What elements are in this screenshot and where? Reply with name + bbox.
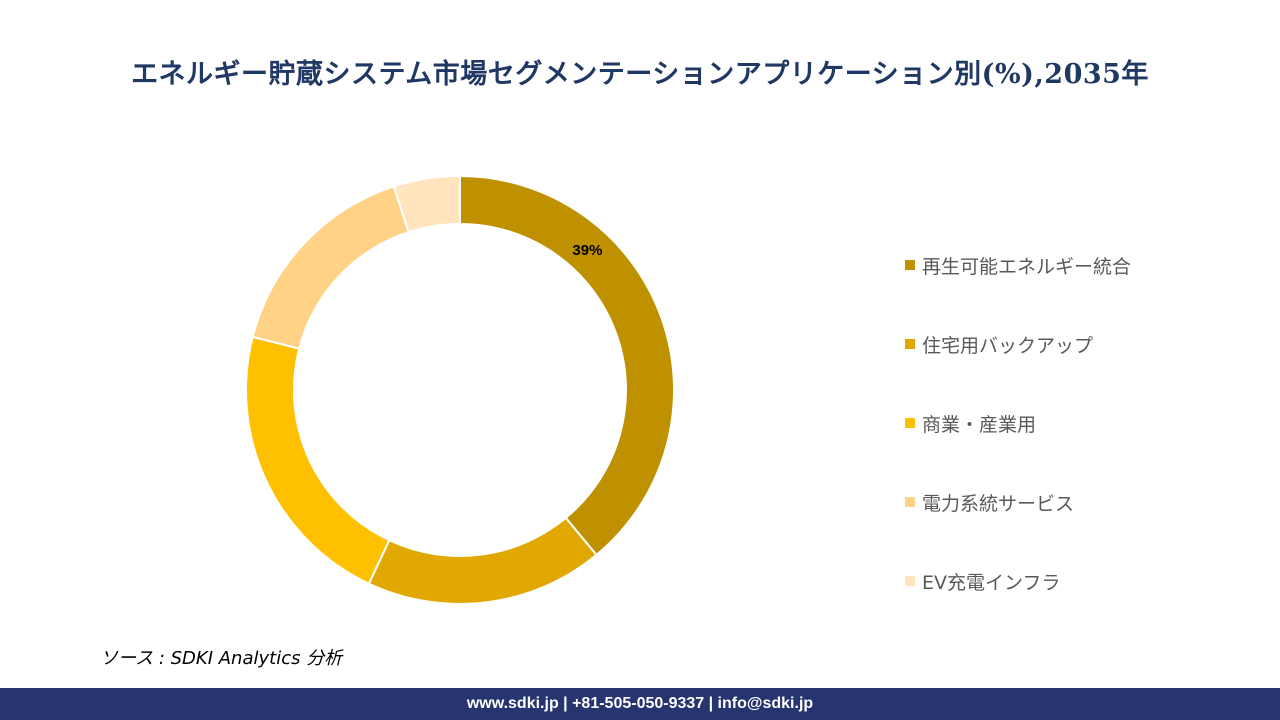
legend-label: 再生可能エネルギー統合 [922, 255, 1132, 278]
legend-swatch [905, 339, 915, 349]
legend-swatch [905, 260, 915, 270]
footer-contact-bar: www.sdki.jp | +81-505-050-9337 | info@sd… [0, 688, 1280, 720]
donut-chart: 39% [245, 174, 675, 605]
legend-item-4: 電力系統サービス [905, 487, 1074, 517]
source-note: ソース : SDKI Analytics 分析 [100, 648, 343, 669]
donut-slice-1 [459, 174, 675, 557]
donut-slice-5 [392, 174, 461, 234]
legend-swatch [905, 497, 915, 507]
legend-item-3: 商業・産業用 [905, 408, 1036, 438]
legend-swatch [905, 418, 915, 428]
legend-item-2: 住宅用バックアップ [905, 329, 1093, 359]
legend-label: 住宅用バックアップ [922, 334, 1094, 357]
chart-title: エネルギー貯蔵システム市場セグメンテーションアプリケーション別(%),2035年 [131, 59, 1149, 90]
legend-label: 電力系統サービス [922, 492, 1075, 515]
donut-slice-4 [251, 185, 410, 350]
donut-slice-3 [245, 335, 391, 585]
donut-slice-2 [367, 516, 598, 605]
legend-label: 商業・産業用 [922, 413, 1037, 436]
legend-label: EV充電インフラ [922, 571, 1061, 594]
data-label-1: 39% [572, 242, 602, 259]
legend-item-5: EV充電インフラ [905, 566, 1060, 596]
legend-swatch [905, 576, 915, 586]
legend-item-1: 再生可能エネルギー統合 [905, 250, 1131, 280]
